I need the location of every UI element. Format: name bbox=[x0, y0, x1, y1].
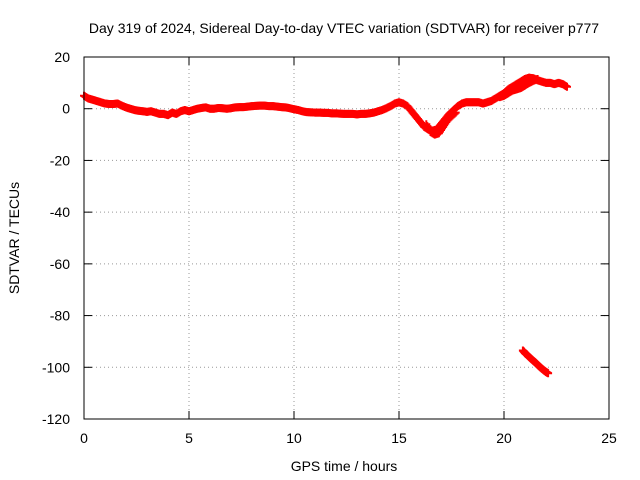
series-late-branch bbox=[495, 74, 542, 102]
plot-frame bbox=[83, 56, 610, 420]
series-dip-branch bbox=[422, 108, 460, 139]
y-tick-label: -120 bbox=[42, 411, 70, 427]
data-point bbox=[451, 108, 460, 117]
x-tick-label: 5 bbox=[185, 430, 193, 446]
y-tick-label: 20 bbox=[54, 49, 70, 65]
axis-ticks bbox=[83, 56, 610, 420]
y-tick-label: -20 bbox=[50, 152, 70, 168]
y-tick-label: -40 bbox=[50, 204, 70, 220]
chart-title: Day 319 of 2024, Sidereal Day-to-day VTE… bbox=[89, 20, 599, 36]
tick-labels: 0 5 10 15 20 25 -120 -100 -80 -60 -40 -20 0 20 bbox=[42, 49, 617, 446]
data-point bbox=[544, 369, 553, 378]
data-points bbox=[80, 73, 571, 378]
y-axis-label: SDTVAR / TECUs bbox=[6, 182, 22, 294]
data-point bbox=[533, 74, 542, 83]
y-tick-label: -80 bbox=[50, 308, 70, 324]
x-tick-label: 10 bbox=[286, 430, 302, 446]
y-tick-label: -100 bbox=[42, 359, 70, 375]
grid-lines bbox=[84, 57, 609, 419]
x-tick-label: 0 bbox=[80, 430, 88, 446]
series-outlier-segment bbox=[518, 346, 553, 378]
x-axis-label: GPS time / hours bbox=[291, 458, 398, 474]
x-tick-label: 25 bbox=[601, 430, 617, 446]
series-main bbox=[80, 73, 571, 135]
x-tick-label: 20 bbox=[496, 430, 512, 446]
y-tick-label: 0 bbox=[62, 101, 70, 117]
y-tick-label: -60 bbox=[50, 256, 70, 272]
data-point bbox=[563, 82, 571, 91]
x-tick-label: 15 bbox=[391, 430, 407, 446]
